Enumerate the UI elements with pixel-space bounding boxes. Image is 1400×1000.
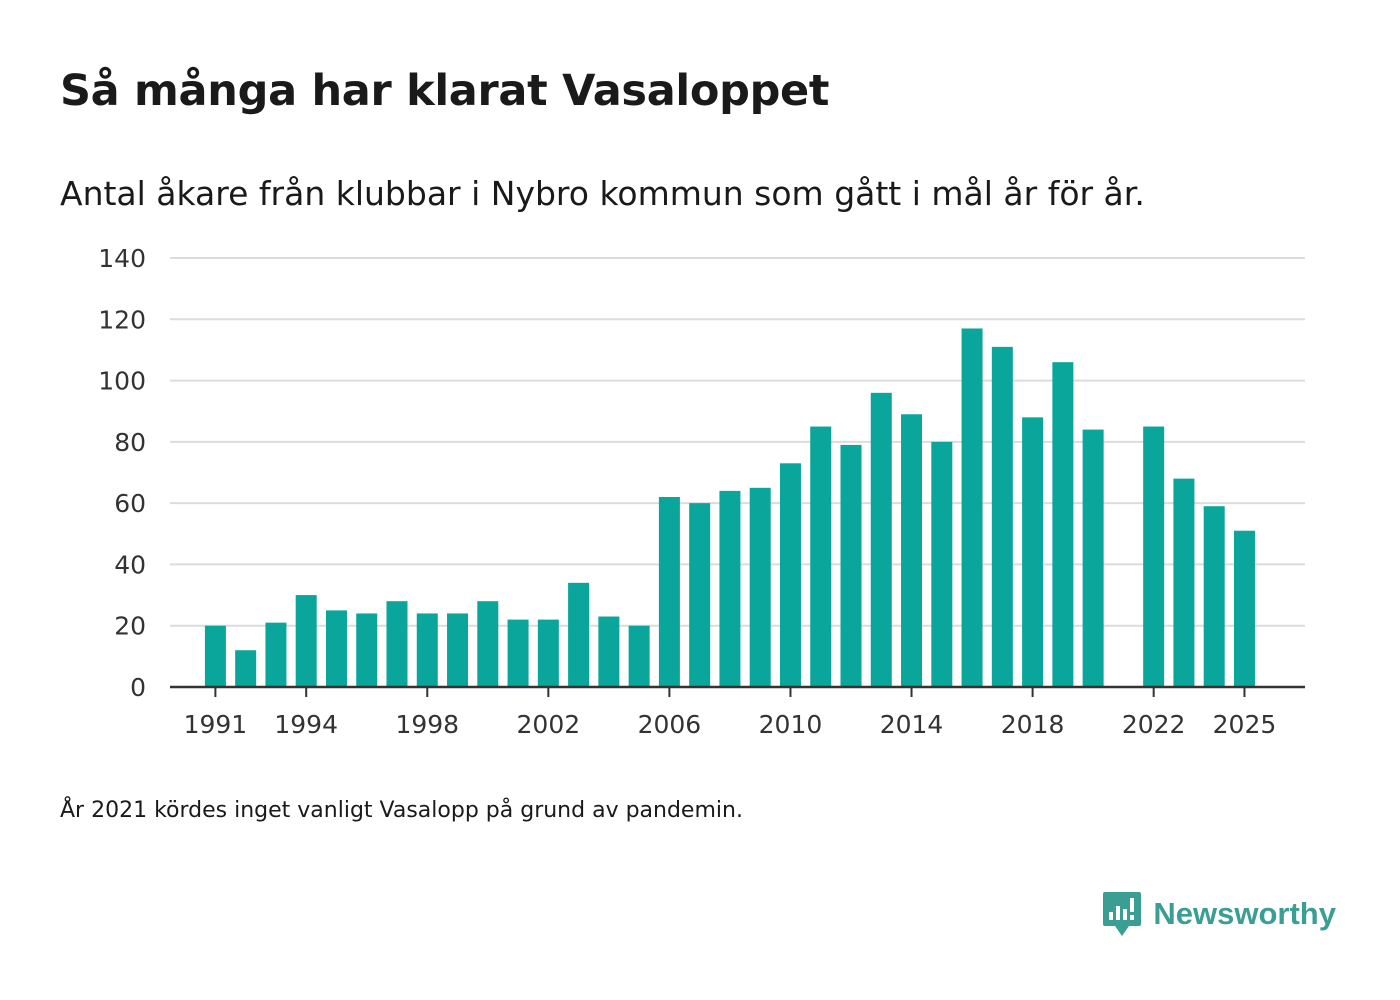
- bar-2004[interactable]: [598, 616, 620, 687]
- y-tick-label: 80: [114, 428, 146, 457]
- bar-chart: 1991 1994 1998 2002 2006 2010 2014 2018 2022 2025…: [98, 244, 1305, 739]
- bar-1995[interactable]: [325, 610, 347, 687]
- y-tick-label: 140: [98, 244, 146, 273]
- x-tick-label: 2018: [1001, 710, 1065, 739]
- bar-2007[interactable]: [689, 503, 711, 687]
- bar-1993[interactable]: [265, 622, 287, 687]
- x-tick-label: 2014: [880, 710, 944, 739]
- bar-2008[interactable]: [719, 490, 741, 687]
- chart-subtitle: Antal åkare från klubbar i Nybro kommun …: [60, 174, 1145, 213]
- bar-2024[interactable]: [1203, 506, 1225, 687]
- bar-1999[interactable]: [447, 613, 469, 687]
- bar-1998[interactable]: [416, 613, 438, 687]
- bar-2000[interactable]: [477, 601, 499, 687]
- bar-2005[interactable]: [628, 625, 650, 687]
- y-tick-label: 0: [130, 673, 146, 702]
- brand-logo[interactable]: Newsworthy: [1101, 890, 1336, 938]
- bar-1996[interactable]: [356, 613, 378, 687]
- bar-1992[interactable]: [235, 650, 257, 687]
- bar-2019[interactable]: [1052, 362, 1074, 687]
- bar-series: [204, 328, 1255, 687]
- bar-2018[interactable]: [1022, 417, 1044, 687]
- bar-2002[interactable]: [537, 619, 559, 687]
- bar-2010[interactable]: [779, 463, 801, 687]
- bar-2003[interactable]: [568, 582, 590, 687]
- y-tick-label: 120: [98, 305, 146, 334]
- bar-2015[interactable]: [931, 441, 953, 687]
- bar-2023[interactable]: [1173, 478, 1195, 687]
- footnote: År 2021 kördes inget vanligt Vasalopp på…: [60, 798, 743, 823]
- y-tick-label: 60: [114, 489, 146, 518]
- bar-2006[interactable]: [658, 497, 680, 687]
- bar-2020[interactable]: [1082, 429, 1104, 687]
- x-tick-label: 2022: [1122, 710, 1186, 739]
- x-tick-label: 2025: [1213, 710, 1277, 739]
- x-axis: 1991 1994 1998 2002 2006 2010 2014 2018 2022 2025: [170, 685, 1305, 739]
- bar-1991[interactable]: [204, 625, 226, 687]
- bar-2014[interactable]: [901, 414, 923, 687]
- bar-2013[interactable]: [870, 392, 892, 687]
- x-tick-label: 2010: [759, 710, 823, 739]
- bar-2017[interactable]: [991, 346, 1013, 687]
- bar-2025[interactable]: [1233, 530, 1255, 687]
- brand-name: Newsworthy: [1153, 896, 1336, 931]
- x-tick-label: 1994: [274, 710, 338, 739]
- bar-2012[interactable]: [840, 444, 862, 687]
- bar-1997[interactable]: [386, 601, 408, 687]
- x-tick-label: 1991: [184, 710, 248, 739]
- y-tick-label: 20: [114, 612, 146, 641]
- bar-2011[interactable]: [810, 426, 832, 687]
- bar-1994[interactable]: [295, 595, 317, 687]
- y-tick-label: 40: [114, 550, 146, 579]
- y-tick-label: 100: [98, 367, 146, 396]
- bar-2022[interactable]: [1143, 426, 1165, 687]
- chart-title: Så många har klarat Vasaloppet: [60, 66, 830, 116]
- newsworthy-logo-icon: [1103, 892, 1142, 936]
- bar-2001[interactable]: [507, 619, 529, 687]
- bar-2009[interactable]: [749, 487, 771, 687]
- x-tick-label: 2002: [517, 710, 581, 739]
- x-tick-label: 2006: [638, 710, 702, 739]
- bar-2016[interactable]: [961, 328, 983, 687]
- y-axis: 0 20 40 60 80 100 120 140: [98, 244, 146, 702]
- x-tick-label: 1998: [395, 710, 459, 739]
